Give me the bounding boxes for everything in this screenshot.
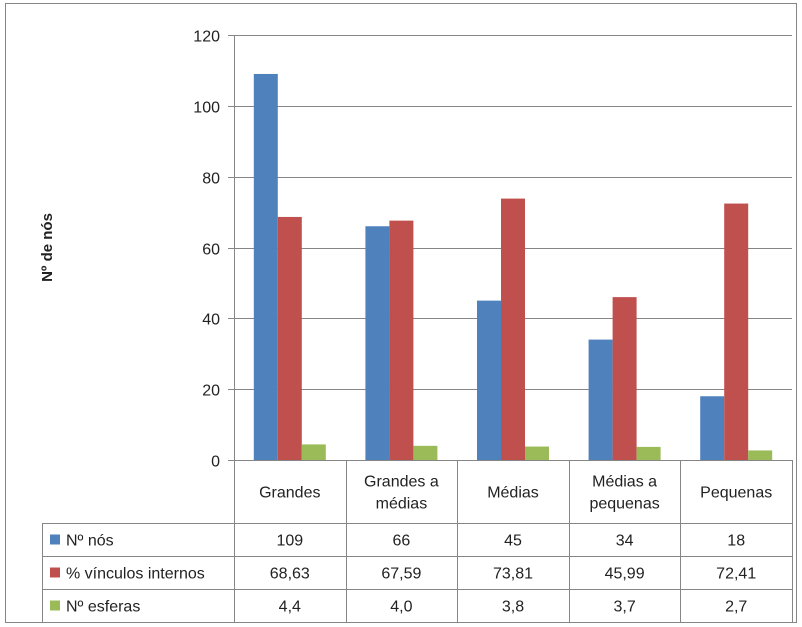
bar <box>501 198 525 460</box>
legend-label: % vínculos internos <box>66 566 205 583</box>
y-tick-label: 60 <box>202 242 220 259</box>
table-cell: 4,4 <box>279 599 301 616</box>
category-label: pequenas <box>589 496 659 513</box>
bar <box>636 446 661 460</box>
bar <box>253 73 278 460</box>
y-tick-label: 100 <box>193 100 220 117</box>
data-table: Grandes Grandes a médias Médias Médias a pequ… <box>42 460 793 623</box>
table-cell: 67,59 <box>381 566 421 583</box>
table-cell: 45 <box>504 533 522 550</box>
bar <box>724 203 749 460</box>
category-label: Médias <box>487 485 539 502</box>
category-label: Pequenas <box>700 485 772 502</box>
bar <box>700 396 725 460</box>
table-cell: 72,41 <box>716 566 756 583</box>
category-label: Grandes a <box>364 474 439 491</box>
legend-swatch <box>50 567 60 578</box>
y-tick-label: 80 <box>202 171 220 188</box>
table-cell: 18 <box>727 533 745 550</box>
bar <box>477 300 501 460</box>
category-label: Grandes <box>259 485 320 502</box>
bar <box>748 450 773 460</box>
bar <box>301 444 326 460</box>
table-cell: 109 <box>276 533 303 550</box>
table-cell: 3,8 <box>502 599 524 616</box>
bars <box>253 73 773 460</box>
gridlines <box>234 35 792 390</box>
bar <box>413 445 438 460</box>
table-cell: 66 <box>393 533 411 550</box>
legend-label: Nº esferas <box>66 599 140 616</box>
bar <box>525 446 549 460</box>
category-label: Médias a <box>592 474 657 491</box>
bar <box>588 339 613 460</box>
legend-label: Nº nós <box>66 533 114 550</box>
bar <box>277 216 302 460</box>
bar <box>612 297 637 460</box>
table-cell: 73,81 <box>493 566 533 583</box>
y-tick-label: 20 <box>202 383 220 400</box>
bar <box>389 220 414 460</box>
table-cell: 68,63 <box>270 566 310 583</box>
table-cell: 45,99 <box>605 566 645 583</box>
table-cell: 3,7 <box>613 599 635 616</box>
bar <box>365 226 390 460</box>
legend-swatch <box>50 534 60 545</box>
category-label: médias <box>376 496 428 513</box>
y-axis-label: Nº de nós <box>39 213 56 282</box>
legend-swatch <box>50 600 60 611</box>
y-tick-label: 40 <box>202 312 220 329</box>
table-cell: 2,7 <box>725 599 747 616</box>
y-axis-ticks: 0 20 40 60 80 100 120 <box>193 29 235 471</box>
y-tick-label: 0 <box>211 454 220 471</box>
table-cell: 4,0 <box>390 599 412 616</box>
table-cell: 34 <box>616 533 634 550</box>
y-tick-label: 120 <box>193 29 220 46</box>
